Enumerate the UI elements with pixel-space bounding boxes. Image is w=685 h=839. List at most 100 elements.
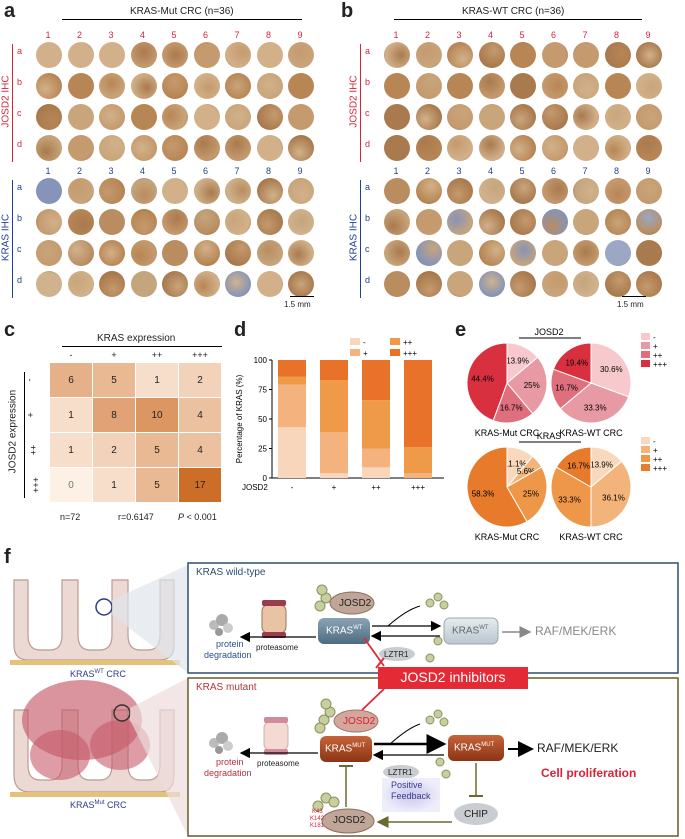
tma-core [225,209,251,235]
tma-core [256,135,283,161]
model-diagram [10,562,679,837]
tma-b-josd2-title: JOSD2 IHC [348,75,360,128]
heatmap-cell: 0 [50,468,92,502]
inhibitors-label[interactable]: JOSD2 inhibitors [400,669,506,685]
pie-slice-label: 16.7% [567,462,590,471]
tma-a-josd2-col-1: 1 [45,30,51,40]
tma-core [415,73,442,99]
tma-core [225,271,251,297]
tma-b-josd2-col-2: 2 [424,30,430,40]
tma-a-kras-title: KRAS IHC [0,213,12,262]
pie-legend-swatch [641,342,650,349]
mut-kras-sup: MUT [352,743,366,749]
tma-core [193,135,220,161]
pie-legend-label: ++ [653,351,663,360]
bar-segment [320,380,348,432]
bar-segment [278,376,306,385]
y-tick-label: 0 [263,474,268,483]
mut-degradation-label: degradation [204,768,252,778]
tma-core [288,73,314,99]
wt-kras-text: KRAS [326,625,354,637]
kras-wt-shape [318,618,370,644]
positive-feedback-label-1: Positive [391,780,423,790]
tma-core [99,73,125,99]
tma-core [384,73,410,99]
tma-core [541,73,568,99]
heatmap-cell: 1 [93,468,135,502]
heatmap-title: KRAS expression [97,333,176,344]
tma-a-josd2-col-7: 7 [234,30,240,40]
pie-legend-swatch [641,351,650,358]
bar-segment [278,427,306,478]
heatmap-p-italic: P [178,512,185,522]
crc-mut-crc: CRC [107,800,127,810]
tma-b-josd2-bracket [360,44,361,162]
tma-core [130,240,157,266]
tma-core [288,271,314,297]
ub-chain-wt [314,584,332,612]
tma-core [478,73,505,99]
tma-core [288,42,314,68]
josd2-inhibitors-box[interactable] [378,667,528,689]
tma-core [36,73,62,99]
tma-core [573,135,599,161]
tma-b-kras-col-3: 3 [456,166,462,176]
tma-core [510,271,536,297]
legend-label: + [363,349,368,358]
tma-a-kras-col-8: 8 [265,166,271,176]
tma-a-josd2-row-d: d [17,139,23,149]
y-tick-label: 25 [258,445,267,454]
wt-box-title: KRAS wild-type [196,567,266,578]
tma-b-josd2-col-5: 5 [519,30,525,40]
tma-core [510,135,536,161]
tma-core [636,178,662,204]
bar-segment [278,384,306,428]
tma-b-josd2-col-8: 8 [613,30,619,40]
crc-wt-kras: KRAS [70,669,95,679]
x-tick-label: +++ [411,483,425,492]
tma-core [573,271,599,297]
legend-label: ++ [403,338,413,347]
panel-f-label: f [4,546,11,568]
mut-kras-text: KRAS [325,743,353,755]
tma-core [510,178,536,204]
tma-core [541,178,568,204]
tma-a-kras-col-5: 5 [171,166,177,176]
tma-b-kras-col-4: 4 [487,166,493,176]
heatmap-row-label: +++ [30,477,41,493]
tma-core [36,240,62,266]
crc-wt-crc: CRC [106,669,126,679]
tma-b-josd2-row-a: a [365,46,371,56]
bar-segment [404,473,432,478]
tma-core [415,271,442,297]
tma-core [636,271,662,297]
tma-a-josd2-col-8: 8 [265,30,271,40]
wt-kras-free-label: KRASWT [452,625,489,636]
tma-core [256,42,283,68]
bar-segment [362,400,390,449]
cell-proliferation-label: Cell proliferation [541,766,637,780]
heatmap-cell: 5 [136,468,178,502]
pie-label: KRAS-Mut CRC [475,428,540,438]
heatmap-row-labels: - + ++ +++ [25,363,48,503]
pie-slice-label: 11.1% [504,460,526,469]
pie-legend-swatch [641,455,650,462]
heatmap-col-labels: - + ++ +++ [50,350,230,364]
tma-a-josd2-row-a: a [17,46,23,56]
pie-slice [590,342,632,398]
tma-core [99,104,125,130]
tma-b-josd2-row-d: d [365,139,371,149]
tma-core [36,135,62,161]
tma-core [415,178,442,204]
tma-core [384,240,410,266]
legend-swatch [350,338,360,345]
wt-degradation-label: degradation [204,650,252,660]
tma-core [604,178,631,204]
mut-kras-free-text: KRAS [454,742,482,754]
tma-core [130,178,157,204]
bar-segment [404,360,432,448]
tma-b-josd2-row-b: b [365,77,371,87]
tma-a-kras-col-2: 2 [76,166,82,176]
mut-proteasome-label: proteasome [257,759,300,768]
